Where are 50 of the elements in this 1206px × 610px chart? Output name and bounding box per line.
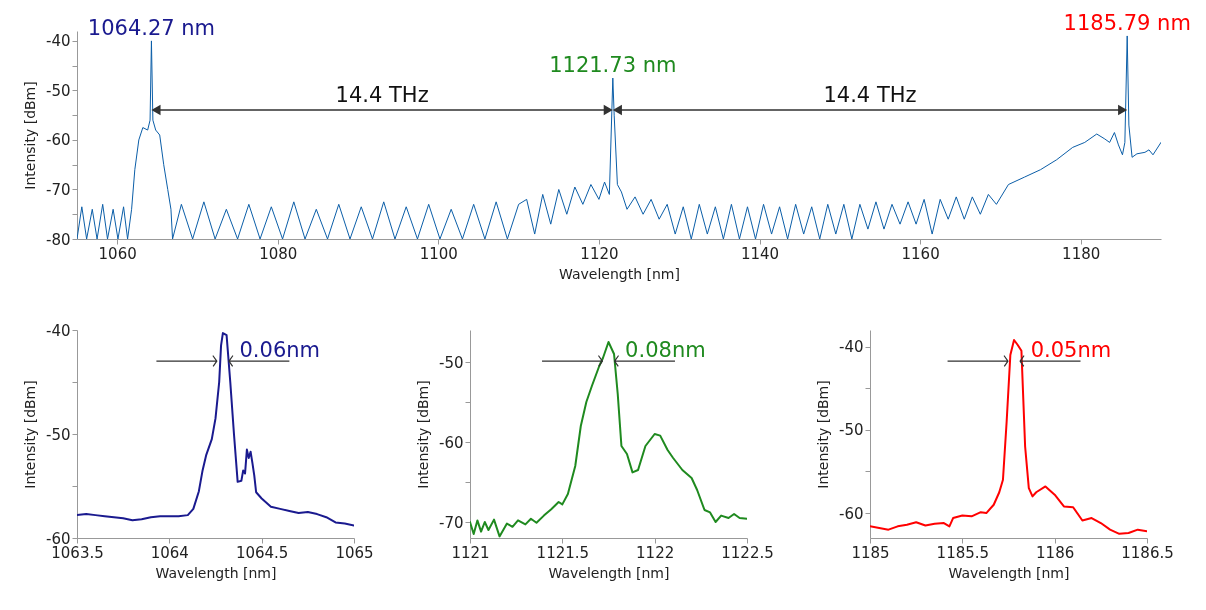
x-tick-label: 1160 [901,244,940,263]
line-series [870,338,1147,535]
y-tick-label: -80 [46,230,71,249]
y-tick-label: -70 [439,513,464,532]
y-tick-label: -40 [839,338,864,357]
y-tick-label: -40 [46,32,71,51]
y-tick-label: -50 [46,81,71,100]
x-tick-label: 1100 [419,244,458,263]
x-tick-label: 1121.5 [536,543,590,562]
y-tick-label: -50 [439,353,464,372]
y-tick-label: -70 [46,180,71,199]
x-axis-title: Wavelength [nm] [948,564,1070,581]
x-tick-label: 1122.5 [721,543,774,562]
x-tick-label: 1180 [1062,244,1101,263]
y-tick-label: -60 [839,504,864,523]
annotation: 0.05nm [1030,338,1112,363]
y-axis-title: Intensity [dBm] [415,380,431,489]
annotation: 14.4 THz [335,83,429,108]
y-tick-label: -50 [46,425,71,444]
x-axis-title: Wavelength [nm] [548,564,670,581]
x-tick-label: 1120 [580,244,619,263]
x-tick-label: 1064.5 [235,543,289,562]
annotation: 1121.73 nm [549,53,677,78]
y-axis-title: Intensity [dBm] [22,380,38,489]
annotation: 0.08nm [625,338,706,363]
x-tick-label: 1186.5 [1121,543,1174,562]
x-tick-label: 1185 [851,543,890,562]
annotation: 14.4 THz [823,83,917,108]
y-tick-label: -60 [439,433,464,452]
x-tick-label: 1122 [636,543,675,562]
x-tick-label: 1064 [150,543,189,562]
x-tick-label: 1186 [1036,543,1075,562]
line-series [77,332,354,527]
annotation: 1185.79 nm [1063,10,1191,35]
x-axis-title: Wavelength [nm] [559,265,680,282]
x-tick-label: 1063.5 [51,543,104,562]
y-tick-label: -40 [46,321,71,340]
x-tick-label: 1185.5 [936,543,990,562]
y-axis-title: Intensity [dBm] [815,380,831,489]
annotation: 1064.27 nm [87,15,216,40]
x-tick-label: 1140 [740,244,780,263]
x-tick-label: 1060 [98,244,137,263]
x-tick-label: 1121 [451,543,490,562]
y-tick-label: -60 [46,131,71,150]
x-axis-title: Wavelength [nm] [155,564,277,581]
x-tick-label: 1080 [259,244,298,263]
x-tick-label: 1065 [335,543,374,562]
annotation: 0.06nm [239,338,321,363]
y-axis-title: Intensity [dBm] [22,81,38,190]
y-tick-label: -50 [839,421,864,440]
